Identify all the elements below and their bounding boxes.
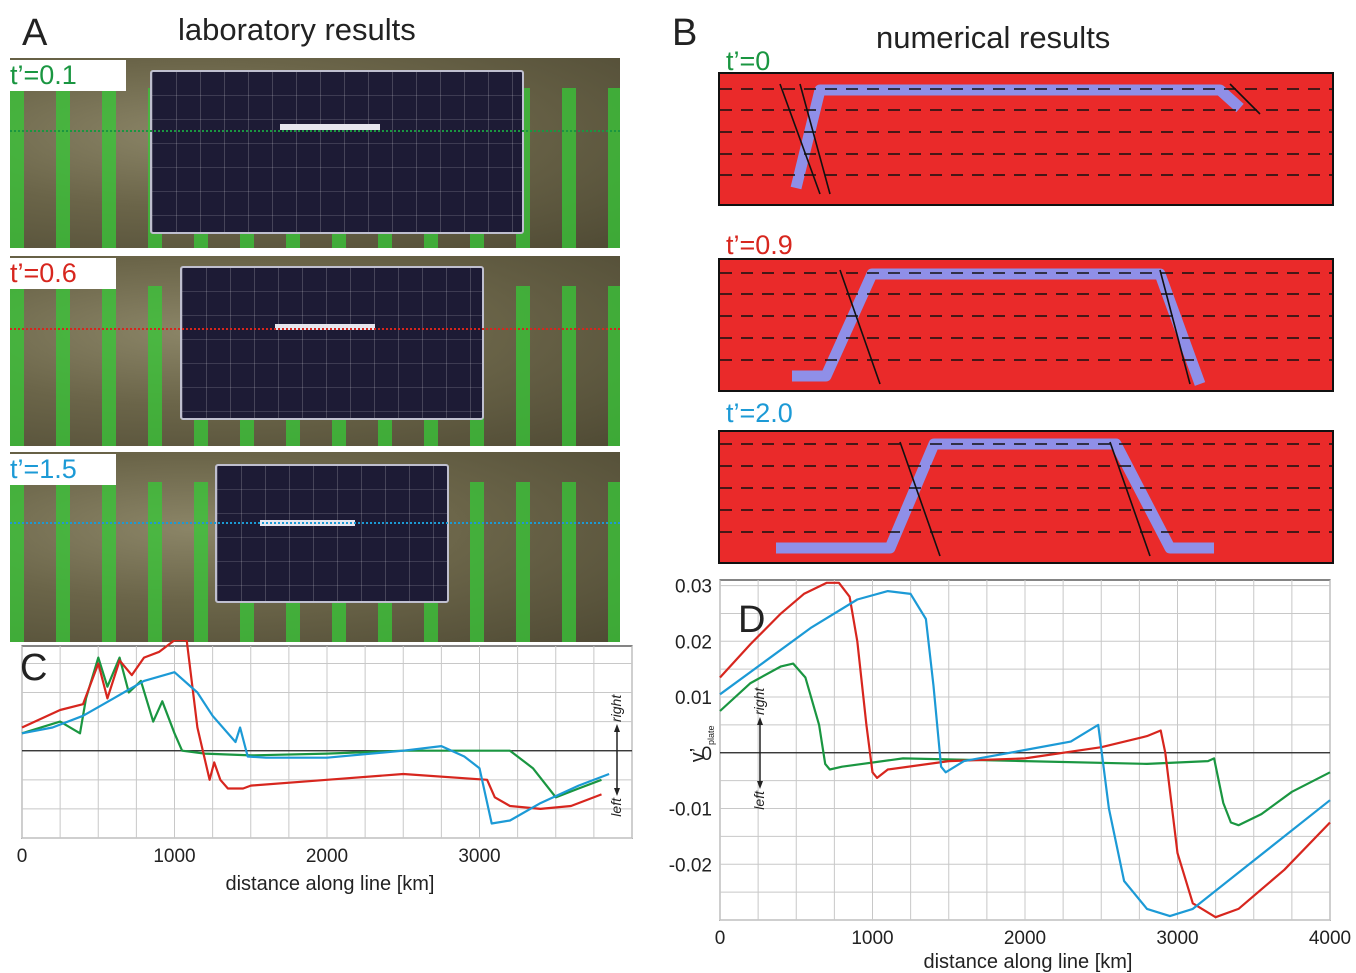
chart-d-letter: D — [738, 599, 765, 641]
chart-c: 0 1000 2000 3000 C distance along line [km]… — [17, 640, 633, 895]
chart-c-dir-down: left — [608, 797, 624, 817]
c-series-1 — [21, 640, 602, 810]
d-xtick-label: 2000 — [1004, 928, 1046, 949]
chart-d-dir-down: left — [751, 790, 767, 810]
d-ytick-label: -0.01 — [669, 800, 712, 821]
c-xtick-label: 3000 — [458, 846, 500, 867]
panel-a-letter: A — [22, 12, 48, 54]
c-xtick-label: 2000 — [306, 846, 348, 867]
lab-photo-2 — [10, 256, 620, 446]
velocity-vectors — [720, 83, 1332, 195]
d-ytick-label: 0.03 — [675, 577, 712, 598]
chart-c-direction: right left — [608, 694, 624, 817]
lab-time-label-1: t’=0.1 — [8, 60, 126, 91]
chart-d-ylabel: v’ plate — [687, 725, 716, 762]
subducting-plate — [792, 268, 1206, 386]
num-time-label-2: t’=0.9 — [726, 230, 793, 260]
panel-b-letter: B — [672, 12, 698, 54]
chart-c-letter: C — [20, 647, 47, 689]
d-ytick-label: 0 — [701, 744, 712, 765]
num-panel-3-slab — [720, 438, 1332, 557]
velocity-vectors — [720, 441, 1332, 557]
d-xtick-label: 1000 — [851, 928, 893, 949]
d-series-2 — [719, 590, 1331, 918]
lab-time-label-3: t’=1.5 — [8, 454, 116, 485]
c-xtick-label: 0 — [17, 846, 28, 867]
chart-c-ticks: 0 1000 2000 3000 — [17, 846, 501, 867]
d-xtick-label: 3000 — [1156, 928, 1198, 949]
chart-d-ylabel-main: v’ — [687, 748, 709, 762]
num-panel-1 — [718, 72, 1334, 206]
d-xtick-label: 0 — [715, 928, 726, 949]
velocity-vectors — [720, 269, 1332, 385]
num-panel-2-slab — [720, 268, 1332, 386]
chart-d-xlabel: distance along line [km] — [923, 951, 1132, 973]
num-time-label-1: t’=0 — [726, 46, 771, 76]
chart-c-grid — [21, 645, 633, 839]
lab-time-label-2: t’=0.6 — [8, 258, 116, 289]
num-time-label-3: t’=2.0 — [726, 398, 793, 428]
panel-b-title: numerical results — [876, 20, 1111, 55]
num-panel-3 — [718, 430, 1334, 564]
chart-d-lines — [719, 581, 1331, 919]
chart-c-dir-up: right — [608, 694, 624, 722]
chart-d-direction: right left — [751, 687, 767, 810]
chart-d-ticks: 0 1000 2000 3000 4000 0.03 0.02 0.01 0 -0.01 -0.02 — [669, 577, 1351, 949]
chart-d-ylabel-sub: plate — [706, 725, 716, 745]
chart-d: 0 1000 2000 3000 4000 0.03 0.02 0.01 0 -0.01 -0.02… — [669, 577, 1351, 973]
c-series-2 — [21, 671, 610, 825]
c-xtick-label: 1000 — [153, 846, 195, 867]
d-ytick-label: 0.02 — [675, 632, 712, 653]
d-xtick-label: 4000 — [1309, 928, 1351, 949]
num-panel-1-slab — [720, 83, 1332, 195]
num-panel-2 — [718, 258, 1334, 392]
chart-c-lines — [21, 640, 610, 825]
d-ytick-label: -0.02 — [669, 855, 712, 876]
lab-photo-3 — [10, 452, 620, 642]
lab-photo-1 — [10, 58, 620, 248]
subducting-plate — [790, 84, 1244, 190]
chart-d-grid — [719, 579, 1331, 921]
panel-a-title: laboratory results — [178, 12, 416, 47]
chart-c-xlabel: distance along line [km] — [225, 873, 434, 895]
chart-d-dir-up: right — [751, 687, 767, 715]
d-ytick-label: 0.01 — [675, 688, 712, 709]
c-series-0 — [21, 656, 602, 799]
